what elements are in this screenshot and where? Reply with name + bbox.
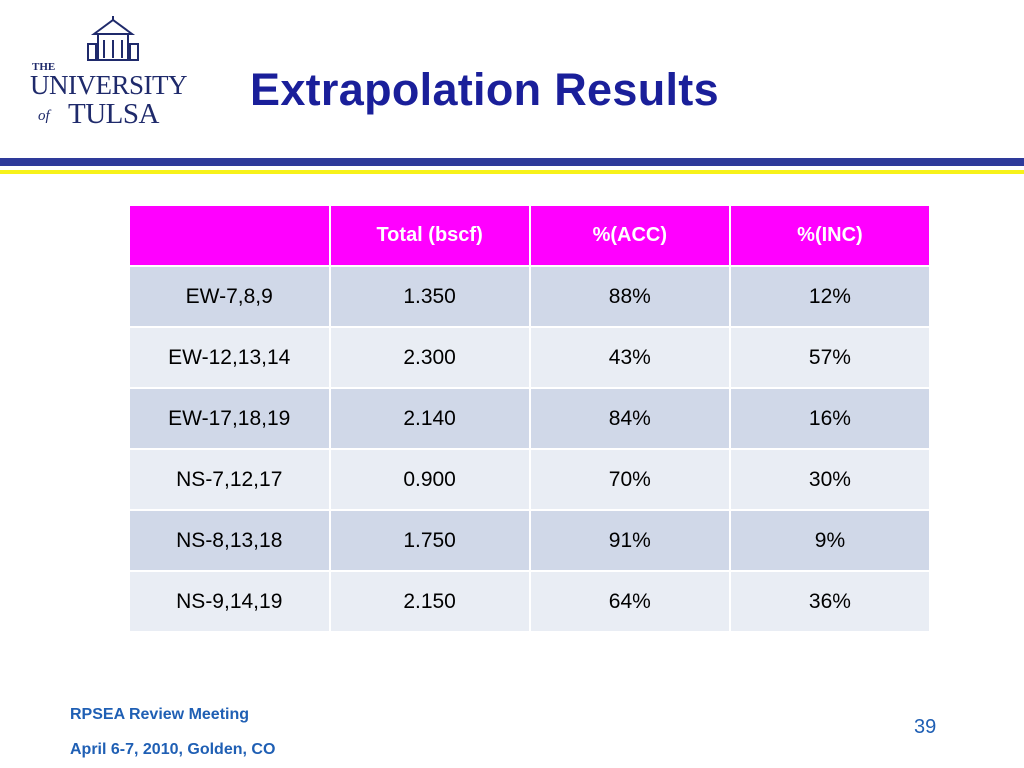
inc-cell: 16% — [728, 387, 932, 450]
page-number: 39 — [914, 716, 937, 738]
table-header-row: Total (bscf) %(ACC) %(INC) — [128, 204, 932, 267]
total-cell: 2.140 — [328, 387, 531, 450]
total-cell: 1.350 — [328, 265, 531, 328]
header-cell-acc: %(ACC) — [528, 204, 731, 267]
inc-cell: 12% — [728, 265, 932, 328]
acc-cell: 84% — [528, 387, 731, 450]
acc-cell: 91% — [528, 509, 731, 572]
row-label: NS-9,14,19 — [128, 570, 331, 633]
logo-tulsa-text: TULSA — [68, 98, 159, 130]
inc-cell: 9% — [728, 509, 932, 572]
inc-cell: 57% — [728, 326, 932, 389]
total-cell: 0.900 — [328, 448, 531, 511]
row-label: NS-7,12,17 — [128, 448, 331, 511]
acc-cell: 70% — [528, 448, 731, 511]
slide-title: Extrapolation Results — [250, 64, 719, 115]
logo-university-text: UNIVERSITY — [30, 70, 188, 100]
university-logo: THE UNIVERSITY of TULSA — [28, 14, 188, 138]
row-label: EW-17,18,19 — [128, 387, 331, 450]
table-row: EW-12,13,14 2.300 43% 57% — [128, 326, 932, 389]
total-cell: 1.750 — [328, 509, 531, 572]
row-label: EW-12,13,14 — [128, 326, 331, 389]
header-cell-inc: %(INC) — [728, 204, 932, 267]
title-rule-blue — [0, 158, 1024, 166]
row-label: NS-8,13,18 — [128, 509, 331, 572]
total-cell: 2.300 — [328, 326, 531, 389]
table-row: EW-7,8,9 1.350 88% 12% — [128, 265, 932, 328]
building-icon — [87, 16, 139, 61]
table-row: NS-8,13,18 1.750 91% 9% — [128, 509, 932, 572]
inc-cell: 30% — [728, 448, 932, 511]
acc-cell: 88% — [528, 265, 731, 328]
table-row: NS-9,14,19 2.150 64% 36% — [128, 570, 932, 633]
logo-of-text: of — [38, 108, 50, 124]
total-cell: 2.150 — [328, 570, 531, 633]
inc-cell: 36% — [728, 570, 932, 633]
footer-meeting: RPSEA Review Meeting — [70, 706, 250, 723]
results-table: Total (bscf) %(ACC) %(INC) EW-7,8,9 1.35… — [128, 204, 932, 633]
table-row: NS-7,12,17 0.900 70% 30% — [128, 448, 932, 511]
row-label: EW-7,8,9 — [128, 265, 331, 328]
footer-date-location: April 6-7, 2010, Golden, CO — [70, 741, 276, 758]
header-cell-total: Total (bscf) — [328, 204, 531, 267]
acc-cell: 64% — [528, 570, 731, 633]
table-row: EW-17,18,19 2.140 84% 16% — [128, 387, 932, 450]
header-cell-empty — [128, 204, 331, 267]
logo-the-text: THE — [32, 61, 56, 73]
title-rule-yellow — [0, 170, 1024, 174]
acc-cell: 43% — [528, 326, 731, 389]
